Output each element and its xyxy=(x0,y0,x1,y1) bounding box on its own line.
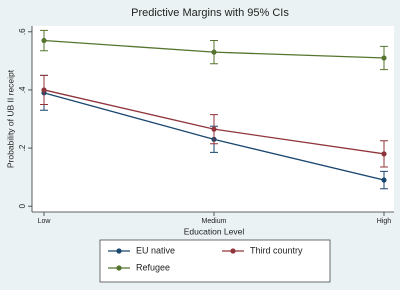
legend-marker xyxy=(116,265,122,271)
y-tick-label: .2 xyxy=(18,144,27,151)
y-tick-label: 0 xyxy=(18,203,27,208)
legend-marker xyxy=(116,248,122,254)
y-tick-label: .4 xyxy=(18,86,27,93)
marker xyxy=(211,49,217,55)
chart-title: Predictive Margins with 95% CIs xyxy=(131,7,289,19)
legend-marker xyxy=(230,248,236,254)
y-tick-label: .6 xyxy=(18,28,27,35)
marker xyxy=(41,37,47,44)
x-tick-label: High xyxy=(377,218,392,225)
plot-area xyxy=(32,26,394,212)
x-tick-label: Medium xyxy=(202,218,227,225)
y-axis-title: Probability of UB II receipt xyxy=(5,69,15,168)
marker xyxy=(211,126,217,132)
x-tick-label: Low xyxy=(38,218,52,225)
legend-label: Refugee xyxy=(136,262,170,272)
legend xyxy=(99,239,331,283)
x-axis-title: Education Level xyxy=(184,226,245,236)
marker xyxy=(41,87,47,93)
legend-label: Third country xyxy=(250,245,303,255)
marker xyxy=(381,151,387,157)
marker xyxy=(381,177,387,183)
marker xyxy=(381,55,387,61)
legend-label: EU native xyxy=(136,245,175,255)
